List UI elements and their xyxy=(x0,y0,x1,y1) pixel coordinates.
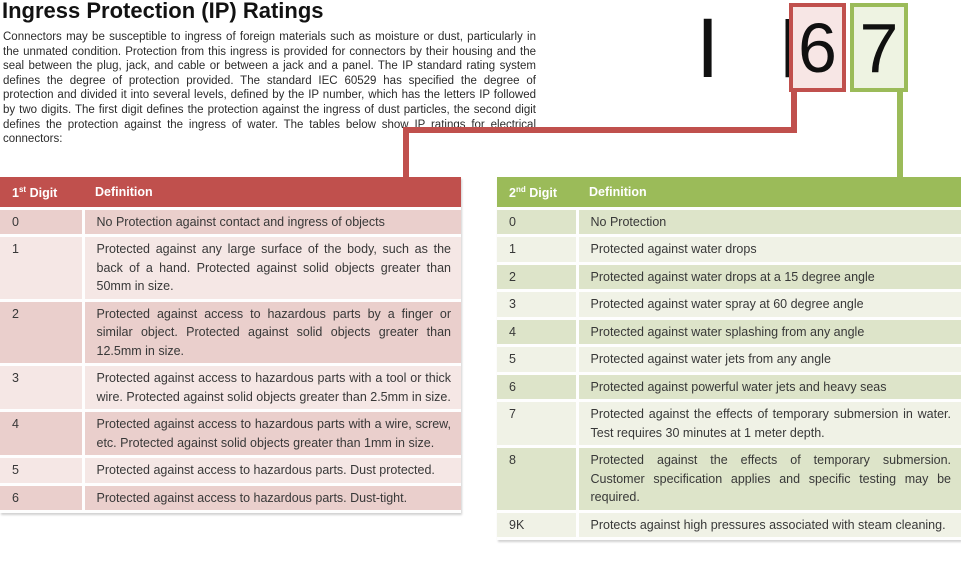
digit-cell: 6 xyxy=(497,373,579,403)
digit-cell: 8 xyxy=(497,446,579,513)
definition-cell: Protected against water drops at a 15 de… xyxy=(577,263,961,293)
table-row: 1 Protected against any large surface of … xyxy=(0,235,461,302)
definition-cell: Protected against water splashing from a… xyxy=(577,318,961,348)
definition-cell: Protected against any large surface of t… xyxy=(83,235,461,302)
definition-cell: Protected against access to hazardous pa… xyxy=(83,484,461,514)
second-digit-connector-vertical xyxy=(897,91,903,177)
definition-cell: No Protection xyxy=(577,208,961,238)
digit-cell: 4 xyxy=(0,410,85,459)
definition-cell: Protected against access to hazardous pa… xyxy=(83,456,461,486)
table-row: 7 Protected against the effects of tempor… xyxy=(497,400,961,449)
digit-cell: 9K xyxy=(497,511,579,541)
digit-cell: 1 xyxy=(497,235,579,265)
table-row: 5 Protected against access to hazardous p… xyxy=(0,456,461,486)
definition-cell: No Protection against contact and ingres… xyxy=(83,208,461,238)
intro-paragraph: Connectors may be susceptible to ingress… xyxy=(3,31,536,146)
digit-cell: 3 xyxy=(497,290,579,320)
definition-column-header: Definition xyxy=(577,177,961,210)
first-digit-connector-vertical-drop xyxy=(403,131,409,177)
first-digit-connector-vertical-top xyxy=(791,91,797,131)
definition-cell: Protected against water spray at 60 degr… xyxy=(577,290,961,320)
table-row: 6 Protected against powerful water jets a… xyxy=(497,373,961,403)
definition-cell: Protected against access to hazardous pa… xyxy=(83,410,461,459)
first-digit-column-header: 1st Digit xyxy=(0,177,83,210)
table-row: 9K Protects against high pressures associ… xyxy=(497,511,961,541)
table-row: 6 Protected against access to hazardous p… xyxy=(0,484,461,514)
first-digit-table-header-row: 1st Digit Definition xyxy=(0,177,461,210)
second-digit-table-header-row: 2nd Digit Definition xyxy=(497,177,961,210)
digit-cell: 2 xyxy=(497,263,579,293)
digit-cell: 0 xyxy=(497,208,579,238)
table-row: 8 Protected against the effects of tempor… xyxy=(497,446,961,513)
digit-cell: 0 xyxy=(0,208,85,238)
second-digit-column-header: 2nd Digit xyxy=(497,177,577,210)
definition-cell: Protected against access to hazardous pa… xyxy=(83,300,461,367)
table-row: 4 Protected against water splashing from … xyxy=(497,318,961,348)
digit-cell: 3 xyxy=(0,364,85,413)
definition-cell: Protects against high pressures associat… xyxy=(577,511,961,541)
definition-cell: Protected against water jets from any an… xyxy=(577,345,961,375)
digit-cell: 1 xyxy=(0,235,85,302)
table-row: 3 Protected against access to hazardous p… xyxy=(0,364,461,413)
table-row: 0 No Protection against contact and ingre… xyxy=(0,208,461,238)
digit-cell: 5 xyxy=(497,345,579,375)
definition-cell: Protected against water drops xyxy=(577,235,961,265)
table-row: 0 No Protection xyxy=(497,208,961,238)
definition-cell: Protected against powerful water jets an… xyxy=(577,373,961,403)
second-digit-table: 2nd Digit Definition 0 No Protection 1 Pro… xyxy=(497,177,961,541)
table-row: 1 Protected against water drops xyxy=(497,235,961,265)
definition-cell: Protected against the effects of tempora… xyxy=(577,400,961,449)
definition-column-header: Definition xyxy=(83,177,461,210)
digit-cell: 4 xyxy=(497,318,579,348)
table-row: 5 Protected against water jets from any a… xyxy=(497,345,961,375)
second-digit-value: 7 xyxy=(859,8,899,87)
digit-cell: 6 xyxy=(0,484,85,514)
table-row: 4 Protected against access to hazardous p… xyxy=(0,410,461,459)
table-row: 2 Protected against access to hazardous p… xyxy=(0,300,461,367)
table-row: 2 Protected against water drops at a 15 d… xyxy=(497,263,961,293)
definition-cell: Protected against the effects of tempora… xyxy=(577,446,961,513)
first-digit-value: 6 xyxy=(798,8,837,87)
second-digit-box: 7 xyxy=(850,3,908,92)
table-row: 3 Protected against water spray at 60 deg… xyxy=(497,290,961,320)
page-title: Ingress Protection (IP) Ratings xyxy=(2,0,324,23)
digit-cell: 7 xyxy=(497,400,579,449)
first-digit-connector-horizontal xyxy=(403,127,797,133)
first-digit-table: 1st Digit Definition 0 No Protection agai… xyxy=(0,177,461,514)
definition-cell: Protected against access to hazardous pa… xyxy=(83,364,461,413)
first-digit-box: 6 xyxy=(789,3,846,92)
digit-cell: 2 xyxy=(0,300,85,367)
digit-cell: 5 xyxy=(0,456,85,486)
